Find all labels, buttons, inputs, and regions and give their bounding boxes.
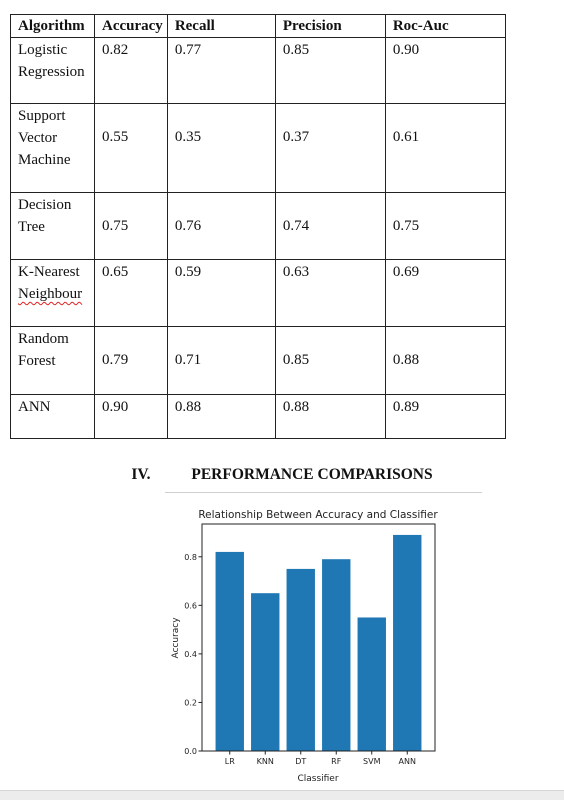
table-row: K-Nearest Neighbour 0.65 0.59 0.63 0.69 bbox=[10, 259, 506, 327]
row-roc-auc: 0.90 bbox=[384, 37, 506, 104]
y-axis-label: Accuracy bbox=[171, 617, 181, 659]
bar bbox=[215, 551, 244, 751]
row-roc-auc: 0.69 bbox=[384, 259, 506, 327]
row-precision: 0.85 bbox=[274, 37, 386, 104]
table-row: Logistic Regression 0.82 0.77 0.85 0.90 bbox=[10, 37, 506, 104]
accuracy-bar-chart: Relationship Between Accuracy and Classi… bbox=[160, 503, 445, 786]
x-tick-label: SVM bbox=[363, 757, 381, 766]
x-tick-label: ANN bbox=[399, 757, 416, 766]
row-roc-auc: 0.88 bbox=[384, 326, 506, 395]
y-tick-label: 0.4 bbox=[184, 650, 197, 659]
table-row: Random Forest 0.79 0.71 0.85 0.88 bbox=[10, 326, 506, 395]
row-recall: 0.76 bbox=[166, 192, 276, 260]
row-accuracy: 0.90 bbox=[94, 394, 168, 439]
table-row: Support Vector Machine 0.55 0.35 0.37 0.61 bbox=[10, 103, 506, 193]
row-recall: 0.71 bbox=[166, 326, 276, 395]
row-accuracy: 0.65 bbox=[94, 259, 168, 327]
table-row: ANN 0.90 0.88 0.88 0.89 bbox=[10, 394, 506, 439]
row-roc-auc: 0.89 bbox=[384, 394, 506, 439]
row-algorithm: Support Vector Machine bbox=[10, 103, 95, 193]
row-algorithm: Decision Tree bbox=[10, 192, 95, 260]
y-tick-label: 0.8 bbox=[184, 553, 197, 562]
y-tick-label: 0.6 bbox=[184, 601, 197, 610]
row-algorithm: ANN bbox=[10, 394, 95, 439]
x-axis-label: Classifier bbox=[297, 774, 338, 784]
row-recall: 0.88 bbox=[166, 394, 276, 439]
row-roc-auc: 0.61 bbox=[384, 103, 506, 193]
header-recall: Recall bbox=[166, 14, 276, 38]
results-table: Algorithm Accuracy Recall Precision Roc-… bbox=[10, 14, 506, 439]
section-heading: IV. PERFORMANCE COMPARISONS bbox=[0, 466, 564, 484]
header-accuracy: Accuracy bbox=[94, 14, 168, 38]
header-algorithm: Algorithm bbox=[10, 14, 95, 38]
bar bbox=[251, 593, 280, 751]
row-accuracy: 0.75 bbox=[94, 192, 168, 260]
section-divider bbox=[165, 492, 482, 493]
row-precision: 0.88 bbox=[274, 394, 386, 439]
viewer-bottom-strip bbox=[0, 790, 564, 800]
row-accuracy: 0.55 bbox=[94, 103, 168, 193]
row-precision: 0.85 bbox=[274, 326, 386, 395]
bar bbox=[393, 534, 422, 751]
row-precision: 0.37 bbox=[274, 103, 386, 193]
row-algorithm: Logistic Regression bbox=[10, 37, 95, 104]
section-number: IV. bbox=[131, 466, 151, 483]
row-algorithm: K-Nearest Neighbour bbox=[10, 259, 95, 327]
row-accuracy: 0.82 bbox=[94, 37, 168, 104]
y-tick-label: 0.2 bbox=[184, 698, 197, 707]
header-roc-auc: Roc-Auc bbox=[384, 14, 506, 38]
row-algorithm: Random Forest bbox=[10, 326, 95, 395]
header-precision: Precision bbox=[274, 14, 386, 38]
chart-title: Relationship Between Accuracy and Classi… bbox=[198, 509, 438, 521]
bar bbox=[286, 568, 315, 751]
row-recall: 0.77 bbox=[166, 37, 276, 104]
x-tick-label: KNN bbox=[257, 757, 274, 766]
table-row: Decision Tree 0.75 0.76 0.74 0.75 bbox=[10, 192, 506, 260]
section-title: PERFORMANCE COMPARISONS bbox=[191, 466, 433, 483]
x-tick-label: DT bbox=[295, 757, 306, 766]
x-tick-label: LR bbox=[225, 757, 235, 766]
row-precision: 0.63 bbox=[274, 259, 386, 327]
y-tick-label: 0.0 bbox=[184, 747, 197, 756]
row-recall: 0.59 bbox=[166, 259, 276, 327]
plot-frame bbox=[201, 523, 436, 752]
row-precision: 0.74 bbox=[274, 192, 386, 260]
row-roc-auc: 0.75 bbox=[384, 192, 506, 260]
row-accuracy: 0.79 bbox=[94, 326, 168, 395]
row-recall: 0.35 bbox=[166, 103, 276, 193]
table-header-row: Algorithm Accuracy Recall Precision Roc-… bbox=[10, 14, 506, 38]
x-tick-label: RF bbox=[331, 757, 342, 766]
bar bbox=[322, 559, 351, 751]
bar bbox=[357, 617, 386, 751]
